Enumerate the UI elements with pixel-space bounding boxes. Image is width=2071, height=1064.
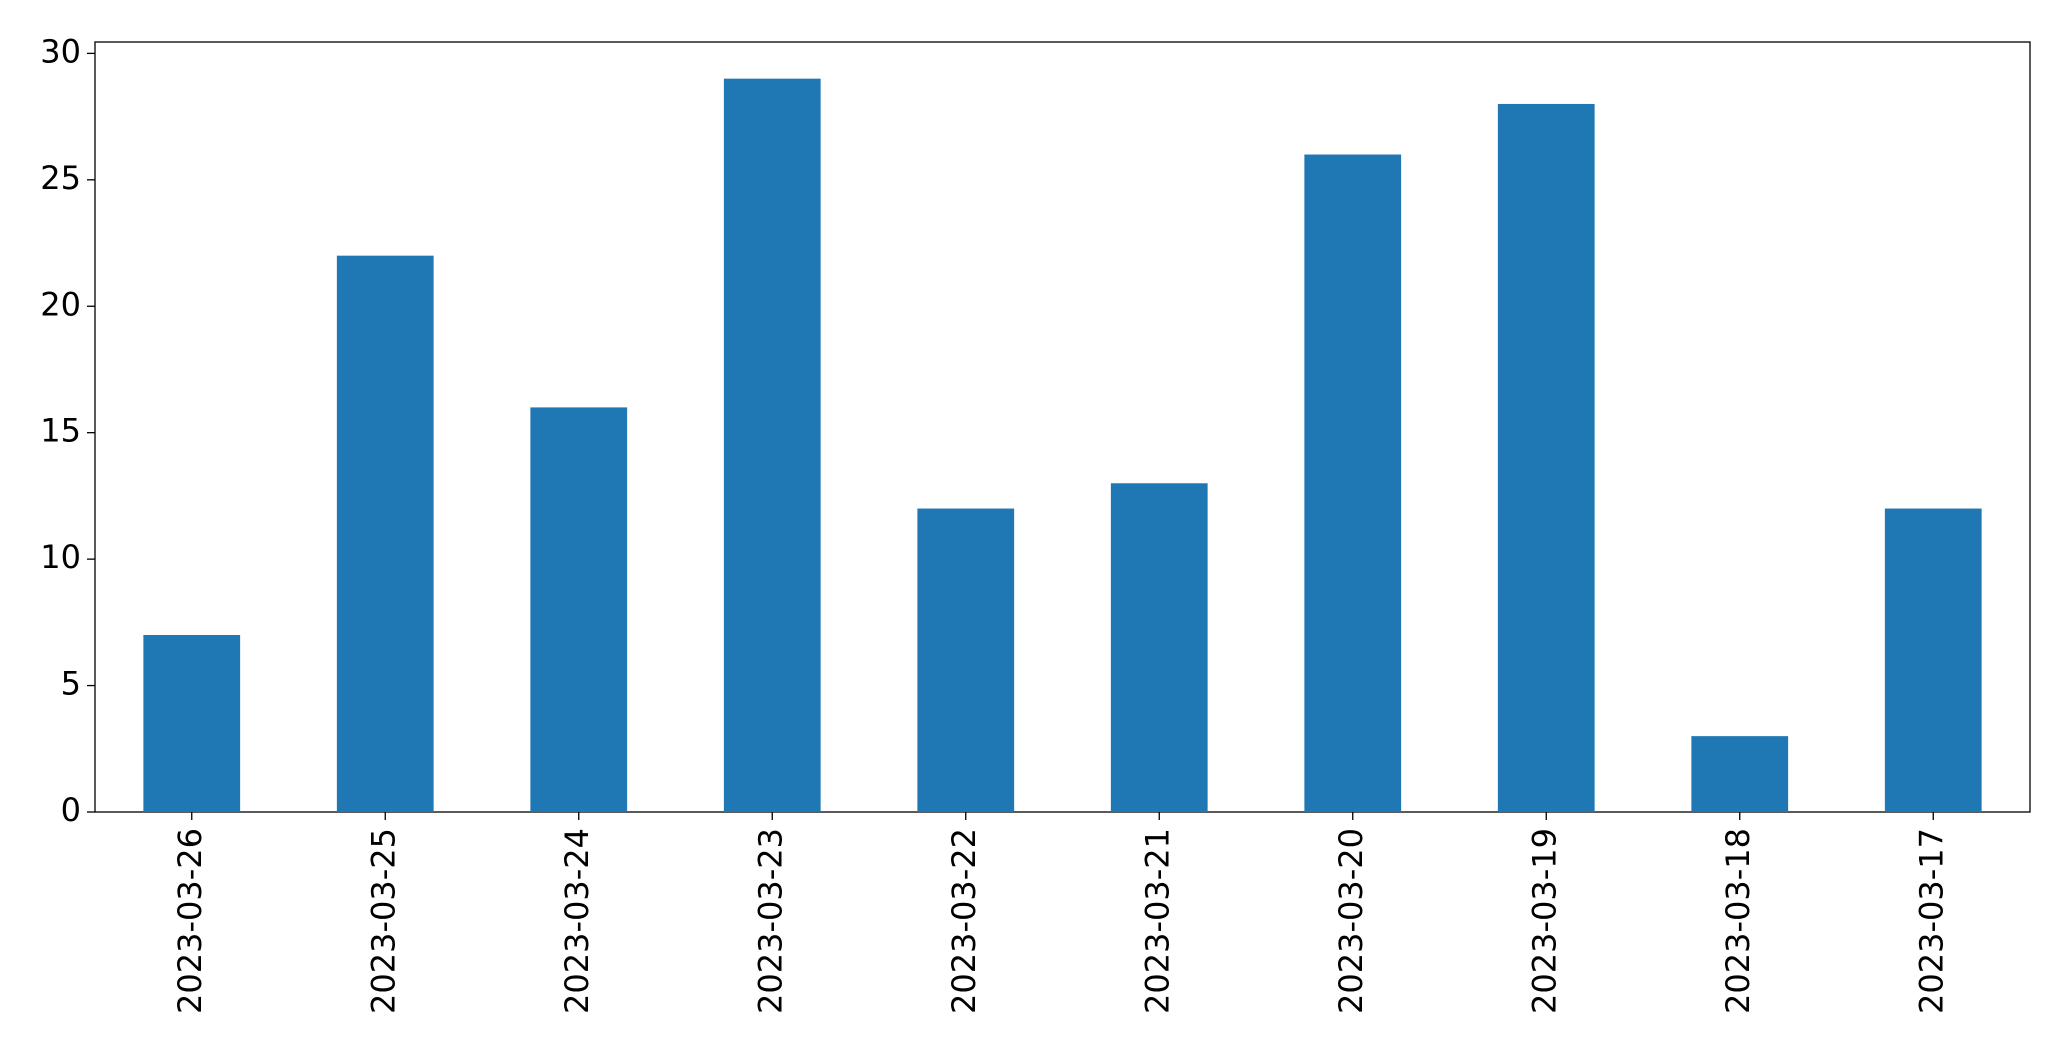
- bar: [143, 634, 241, 812]
- x-tick-label: 2023-03-25: [364, 828, 402, 1014]
- x-tick-label: 2023-03-20: [1332, 828, 1370, 1014]
- x-tick-label: 2023-03-21: [1138, 828, 1176, 1014]
- y-tick-label: 15: [40, 412, 81, 450]
- x-tick-label: 2023-03-19: [1525, 828, 1563, 1014]
- y-tick-label: 5: [61, 665, 81, 703]
- y-tick-label: 0: [61, 791, 81, 829]
- y-tick-label: 30: [40, 32, 81, 70]
- x-tick-label: 2023-03-24: [558, 828, 596, 1014]
- x-tick-label: 2023-03-18: [1719, 828, 1757, 1014]
- bar: [1691, 736, 1789, 812]
- x-tick-label: 2023-03-23: [751, 828, 789, 1014]
- bar: [1884, 508, 1982, 812]
- y-tick-label: 25: [40, 159, 81, 197]
- bar: [1304, 154, 1402, 812]
- bar: [723, 78, 821, 812]
- bar: [336, 255, 434, 812]
- bar: [1497, 103, 1595, 812]
- x-tick-label: 2023-03-26: [171, 828, 209, 1014]
- y-tick-label: 20: [40, 285, 81, 323]
- plot-frame: [94, 41, 2031, 813]
- bar: [1110, 483, 1208, 812]
- x-tick-label: 2023-03-22: [945, 828, 983, 1014]
- y-tick-label: 10: [40, 538, 81, 576]
- bar: [917, 508, 1015, 812]
- x-tick-label: 2023-03-17: [1912, 828, 1950, 1014]
- bar: [530, 407, 628, 812]
